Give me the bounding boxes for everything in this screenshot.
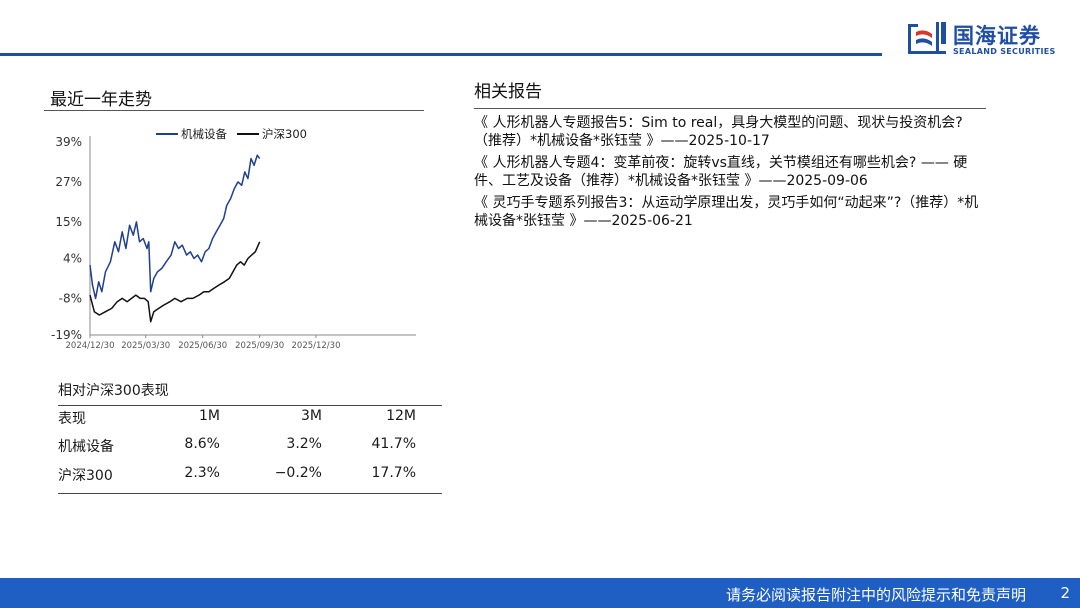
y-tick-label: 27% bbox=[55, 175, 82, 189]
related-reports-title: 相关报告 bbox=[474, 82, 542, 102]
trend-section-title: 最近一年走势 bbox=[50, 90, 152, 110]
page-number: 2 bbox=[1060, 584, 1070, 602]
table-header-cell: 12M bbox=[386, 408, 416, 424]
y-tick-label: -8% bbox=[59, 291, 82, 305]
logo-mark-icon bbox=[908, 22, 946, 54]
table-cell: 3.2% bbox=[286, 436, 322, 452]
logo-text-cn: 国海证券 bbox=[953, 24, 1041, 48]
report-link[interactable]: 《 人形机器人专题4：变革前夜：旋转vs直线，关节模组还有哪些机会? —— 硬件… bbox=[474, 155, 968, 189]
company-logo: 国海证券 SEALAND SECURITIES bbox=[906, 18, 1066, 60]
table-cell: 沪深300 bbox=[58, 468, 113, 484]
x-tick-label: 2025/06/30 bbox=[178, 341, 227, 351]
table-row: 机械设备 8.6% 3.2% 41.7% bbox=[58, 434, 442, 463]
y-tick-label: -19% bbox=[51, 328, 82, 342]
table-cell: 2.3% bbox=[184, 465, 220, 481]
table-bottom-rule bbox=[58, 493, 442, 494]
table-cell: −0.2% bbox=[274, 465, 322, 481]
header-rule bbox=[0, 53, 882, 56]
related-reports-rule bbox=[474, 108, 986, 109]
logo-text-en: SEALAND SECURITIES bbox=[953, 47, 1056, 56]
series-line bbox=[89, 241, 261, 323]
relative-performance-table: 表现 1M 3M 12M 机械设备 8.6% 3.2% 41.7% 沪深300 … bbox=[58, 405, 442, 494]
legend-label: 沪深300 bbox=[262, 127, 307, 141]
footer-bar: 请务必阅读报告附注中的风险提示和免责声明 2 bbox=[0, 578, 1080, 608]
table-cell: 8.6% bbox=[184, 436, 220, 452]
report-link[interactable]: 《 人形机器人专题报告5：Sim to real，具身大模型的问题、现状与投资机… bbox=[474, 115, 963, 149]
report-link[interactable]: 《 灵巧手专题系列报告3：从运动学原理出发，灵巧手如何“动起来”?（推荐）*机械… bbox=[474, 195, 979, 229]
table-cell: 41.7% bbox=[371, 436, 416, 452]
table-cell: 机械设备 bbox=[58, 439, 114, 455]
chart-legend: 机械设备 沪深300 bbox=[156, 127, 307, 141]
y-tick-label: 39% bbox=[55, 135, 82, 149]
x-tick-label: 2025/12/30 bbox=[292, 341, 341, 351]
footer-disclaimer: 请务必阅读报告附注中的风险提示和免责声明 bbox=[725, 586, 1026, 604]
x-tick-label: 2025/09/30 bbox=[235, 341, 284, 351]
table-top-rule bbox=[58, 405, 442, 406]
x-tick-label: 2025/03/30 bbox=[121, 341, 170, 351]
table-header-row: 表现 1M 3M 12M bbox=[58, 406, 442, 435]
table-header-cell: 3M bbox=[301, 408, 322, 424]
y-tick-label: 15% bbox=[55, 215, 82, 229]
x-tick-label: 2024/12/30 bbox=[66, 341, 115, 351]
trend-chart: 39% 27% 15% 4% -8% -19%2024/12/30 2025/03/30 20… bbox=[51, 127, 416, 351]
table-header-cell: 1M bbox=[199, 408, 220, 424]
table-header-cell: 表现 bbox=[58, 411, 86, 427]
table-row: 沪深300 2.3% −0.2% 17.7% bbox=[58, 463, 442, 492]
y-tick-label: 4% bbox=[63, 251, 82, 265]
series-line bbox=[89, 154, 261, 300]
related-reports-list: 《 人形机器人专题报告5：Sim to real，具身大模型的问题、现状与投资机… bbox=[474, 114, 984, 234]
trend-title-rule bbox=[44, 110, 424, 111]
legend-label: 机械设备 bbox=[181, 127, 227, 141]
table-cell: 17.7% bbox=[371, 465, 416, 481]
relative-performance-title: 相对沪深300表现 bbox=[58, 383, 169, 399]
